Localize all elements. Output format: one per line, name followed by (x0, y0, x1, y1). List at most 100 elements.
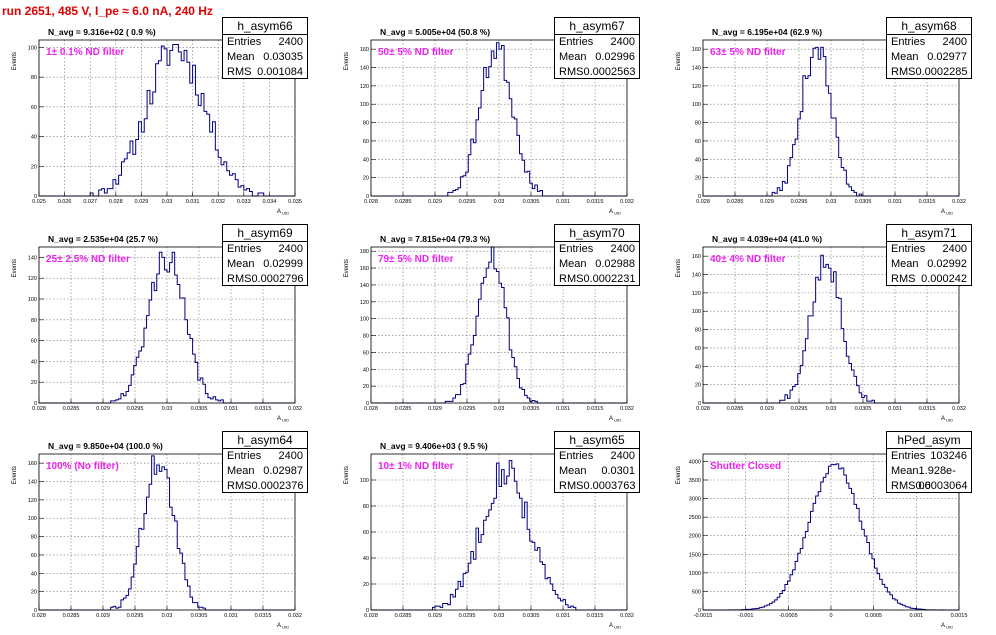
histogram-series (371, 460, 627, 611)
stat-value: 0.02977 (927, 51, 967, 63)
y-tick-label: 0 (698, 608, 701, 614)
y-tick-label: 20 (695, 176, 701, 182)
n-avg-annotation: N_avg = 6.195e+04 (62.9 %) (712, 27, 822, 37)
stat-mean: Mean 0.0301 (555, 464, 639, 479)
stat-label: Mean (227, 258, 255, 270)
stat-rms: RMS 0.0002285 (887, 65, 971, 80)
stat-value: 103246 (930, 450, 967, 462)
y-tick-label: 20 (695, 383, 701, 389)
x-tick-label: 0.03 (494, 406, 505, 412)
stat-label: Mean (559, 465, 587, 477)
x-tick-label: 0.031 (186, 199, 200, 205)
x-tick-label: 0.031 (224, 613, 238, 619)
stat-value: 2400 (610, 243, 635, 255)
n-avg-annotation: N_avg = 4.039e+04 (41.0 %) (712, 234, 822, 244)
x-tick-label: 0.0285 (727, 199, 744, 205)
stat-label: Mean (559, 51, 587, 63)
y-tick-label: 80 (695, 121, 701, 127)
x-tick-label: 0.028 (364, 199, 378, 205)
x-tick-label: -0.001 (738, 613, 754, 619)
x-tick-label: 0.0295 (791, 199, 808, 205)
y-tick-label: 80 (363, 121, 369, 127)
histogram-panel-h_asym69: 0.028 0.0285 0.029 0.0295 0.03 0.0305 0.031 0.0… (0, 221, 332, 428)
x-tick-label: 0.0305 (523, 613, 540, 619)
histogram-name: h_asym69 (223, 225, 307, 242)
x-tick-label: 0.032 (620, 406, 634, 412)
y-tick-label: 80 (31, 318, 37, 324)
y-axis-label: Events (676, 466, 682, 484)
x-axis-label: A UID (609, 623, 621, 630)
stats-box: h_asym64 Entries 2400 Mean 0.02987 RMS 0.00023… (222, 431, 308, 493)
y-tick-label: 40 (363, 157, 369, 163)
stat-value: 0.02996 (595, 51, 635, 63)
stat-entries: Entries 2400 (223, 242, 307, 257)
y-tick-label: 120 (360, 84, 369, 90)
x-tick-label: 0.03 (826, 406, 837, 412)
x-tick-label: 0.028 (32, 406, 46, 412)
x-axis-label: A UID (277, 209, 289, 216)
x-tick-label: 0.027 (83, 199, 97, 205)
y-tick-label: 0 (34, 194, 37, 200)
stats-box: h_asym68 Entries 2400 Mean 0.02977 RMS 0.00022… (886, 17, 972, 79)
y-tick-label: 100 (360, 317, 369, 323)
y-tick-label: 100 (28, 45, 37, 51)
histogram-name: hPed_asym (887, 432, 971, 449)
stat-value: 2400 (278, 243, 303, 255)
stat-label: Mean (891, 51, 919, 63)
y-tick-label: 120 (360, 300, 369, 306)
x-tick-label: 0.026 (58, 199, 72, 205)
y-tick-label: 100 (692, 309, 701, 315)
x-tick-label: 0.032 (211, 199, 225, 205)
stats-box: h_asym66 Entries 2400 Mean 0.03035 RMS 0.00108… (222, 17, 308, 79)
stat-mean: Mean 0.02988 (555, 257, 639, 272)
stat-value: 1.928e-06 (918, 465, 956, 492)
stat-rms: RMS 0.0002376 (223, 479, 307, 494)
y-tick-label: 40 (695, 157, 701, 163)
x-tick-label: 0.0305 (191, 613, 208, 619)
x-tick-label: 0.032 (288, 613, 302, 619)
stat-value: 2400 (278, 36, 303, 48)
stat-entries: Entries 2400 (887, 242, 971, 257)
stat-label: Mean (891, 258, 919, 270)
y-tick-label: 3000 (689, 497, 701, 503)
x-tick-label: 0.0295 (459, 613, 476, 619)
stat-label: Entries (559, 450, 594, 462)
histogram-svg: 0.025 0.026 0.027 0.028 0.029 0.03 0.031 0.032 0… (12, 27, 302, 216)
stat-label: Mean (227, 51, 255, 63)
stat-label: Mean (891, 465, 919, 477)
stat-value: 0.0003763 (583, 480, 636, 492)
x-axis-label: A UID (609, 209, 621, 216)
y-tick-label: 60 (31, 339, 37, 345)
histogram-svg: 0.028 0.0285 0.029 0.0295 0.03 0.0305 0.031 0.0… (12, 441, 302, 630)
y-tick-label: 100 (28, 297, 37, 303)
x-tick-label: 0 (829, 613, 832, 619)
histogram-svg: 0.028 0.0285 0.029 0.0295 0.03 0.0305 0.031 0.0… (344, 27, 634, 216)
y-tick-label: 40 (31, 571, 37, 577)
y-axis-label: Events (676, 259, 682, 277)
x-tick-label: 0.0295 (791, 406, 808, 412)
y-tick-label: 20 (31, 164, 37, 170)
y-tick-label: 60 (363, 350, 369, 356)
y-axis-label: Events (344, 52, 350, 70)
y-tick-label: 80 (363, 334, 369, 340)
x-tick-label: 0.028 (696, 199, 710, 205)
stat-entries: Entries 2400 (555, 35, 639, 50)
stat-label: Entries (559, 36, 594, 48)
x-tick-label: 0.031 (556, 406, 570, 412)
stat-label: RMS (227, 480, 252, 492)
y-tick-label: 500 (692, 589, 701, 595)
x-tick-label: 0.0305 (523, 406, 540, 412)
stat-rms: RMS 0.0002231 (555, 272, 639, 287)
filter-label: 50± 5% ND filter (378, 47, 454, 58)
histogram-panel-hPed_asym: -0.0015 -0.001 -0.0005 0 0.0005 0.001 0.0015 0 5… (664, 428, 996, 635)
histogram-name: h_asym64 (223, 432, 307, 449)
x-tick-label: 0.0285 (63, 406, 80, 412)
filter-label: 1± 0.1% ND filter (46, 47, 124, 58)
y-tick-label: 140 (692, 66, 701, 72)
stat-rms: RMS 0.0002796 (223, 272, 307, 287)
stat-value: 0.001084 (257, 66, 303, 78)
stat-label: RMS (559, 66, 584, 78)
x-tick-label: 0.0315 (587, 613, 604, 619)
histogram-name: h_asym67 (555, 18, 639, 35)
x-tick-label: 0.0295 (459, 406, 476, 412)
